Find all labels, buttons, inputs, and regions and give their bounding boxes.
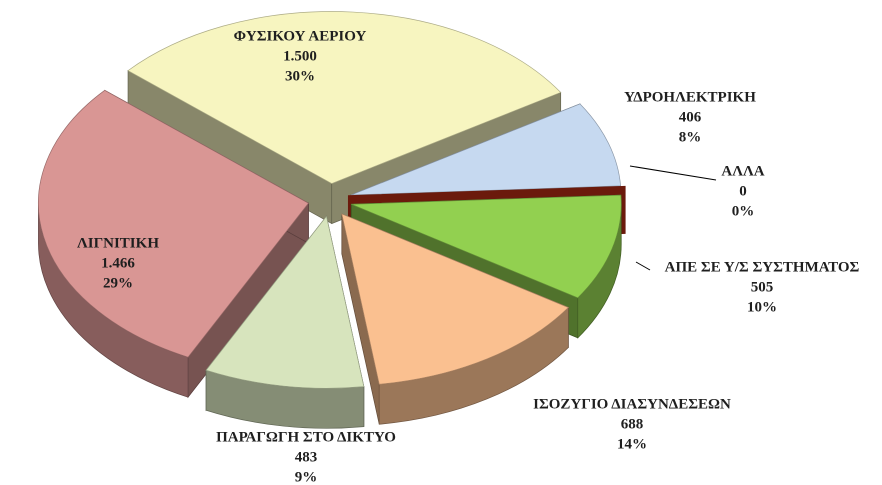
slice-top [38, 89, 309, 358]
percent-label: 29% [103, 275, 133, 291]
value-label: 406 [679, 109, 702, 125]
leader-line [635, 261, 651, 271]
value-label: 688 [621, 416, 644, 432]
pie-slice [205, 215, 365, 429]
slice-top [341, 213, 569, 385]
value-label: 0 [739, 183, 747, 199]
percent-label: 8% [679, 129, 702, 145]
percent-label: 0% [732, 203, 755, 219]
slice-top [205, 215, 365, 389]
slice-label: ΑΛΛΑ [721, 163, 764, 179]
slice-label: ΦΥΣΙΚΟΥ ΑΕΡΙΟΥ [234, 28, 367, 44]
leader-line [629, 165, 717, 181]
slice-top [350, 103, 621, 196]
slice-label: ΙΣΟΖΥΓΙΟ ΔΙΑΣΥΝΔΕΣΕΩΝ [533, 396, 731, 412]
slice-label: ΛΙΓΝΙΤΙΚΗ [77, 235, 159, 251]
value-label: 1.466 [101, 255, 135, 271]
pie-slice [38, 89, 309, 399]
value-label: 1.500 [283, 48, 317, 64]
percent-label: 9% [295, 469, 318, 485]
percent-label: 14% [617, 436, 647, 452]
slice-top [351, 194, 622, 299]
slice-label: ΥΔΡΟΗΛΕΚΤΡΙΚΗ [624, 89, 756, 105]
value-label: 505 [751, 279, 774, 295]
slice-label: ΠΑΡΑΓΩΓΗ ΣΤΟ ΔΙΚΤΥΟ [216, 429, 396, 445]
slice-label: ΑΠΕ ΣΕ Υ/Σ ΣΥΣΤΗΜΑΤΟΣ [665, 259, 860, 275]
pie-slice [341, 213, 569, 425]
slice-top [127, 11, 562, 184]
value-label: 483 [295, 449, 318, 465]
percent-label: 30% [285, 68, 315, 84]
percent-label: 10% [747, 299, 777, 315]
